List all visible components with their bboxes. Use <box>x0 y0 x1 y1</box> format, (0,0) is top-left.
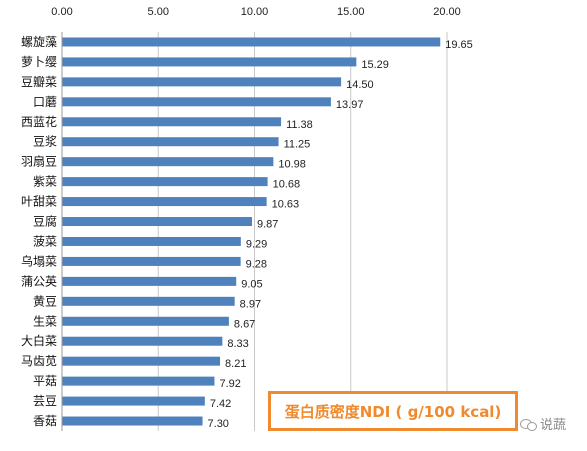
data-label: 11.25 <box>284 139 311 151</box>
data-label: 11.38 <box>286 119 313 131</box>
category-label: 萝卜缨 <box>21 55 57 69</box>
bar <box>62 77 342 87</box>
category-label: 黄豆 <box>33 294 57 308</box>
bar <box>62 316 229 326</box>
data-label: 10.68 <box>273 179 301 191</box>
category-label: 西蓝花 <box>21 114 57 129</box>
watermark: 说蔬 <box>520 414 566 433</box>
bar <box>62 177 268 187</box>
category-label: 叶甜菜 <box>21 195 57 209</box>
data-label: 7.42 <box>210 398 231 410</box>
data-labels: 19.65 15.29 14.50 13.97 11.38 11.25 10.98 10.68… <box>208 39 473 430</box>
bar <box>62 137 279 147</box>
bars <box>62 37 441 426</box>
data-label: 9.05 <box>241 278 262 290</box>
bar <box>62 97 331 107</box>
data-label: 10.98 <box>278 159 306 171</box>
bar <box>62 356 221 366</box>
data-label: 9.28 <box>246 258 267 270</box>
bar <box>62 276 237 286</box>
data-label: 13.97 <box>336 99 364 111</box>
data-label: 14.50 <box>346 79 374 91</box>
category-label: 芸豆 <box>33 394 57 408</box>
category-labels: 螺旋藻萝卜缨豆瓣菜口蘑西蓝花豆浆羽扇豆紫菜叶甜菜豆腐菠菜乌塌菜蒲公英黄豆生菜大白… <box>21 35 57 428</box>
bar <box>62 376 215 386</box>
data-label: 15.29 <box>361 59 389 71</box>
category-label: 螺旋藻 <box>21 35 57 49</box>
data-label: 8.21 <box>225 358 246 370</box>
data-label: 8.97 <box>240 298 261 310</box>
x-tick-label: 10.00 <box>241 6 269 18</box>
data-label: 8.67 <box>234 318 255 330</box>
x-tick-label: 20.00 <box>433 6 461 18</box>
ndi-annotation-text: 蛋白质密度NDI ( g/100 kcal) <box>284 402 502 421</box>
bar <box>62 256 241 266</box>
bar <box>62 37 441 47</box>
watermark-text: 说蔬 <box>540 418 567 433</box>
category-label: 香菇 <box>33 414 57 428</box>
category-label: 豆浆 <box>33 134 57 149</box>
bar <box>62 236 241 246</box>
data-label: 10.63 <box>272 199 300 211</box>
category-label: 生菜 <box>33 314 57 328</box>
x-tick-label: 0.00 <box>51 6 72 18</box>
x-tick-label: 15.00 <box>337 6 365 18</box>
bar <box>62 197 267 207</box>
category-label: 豆腐 <box>33 214 57 229</box>
bar <box>62 336 223 346</box>
data-label: 8.33 <box>227 338 248 350</box>
data-label: 7.30 <box>208 418 229 430</box>
category-label: 乌塌菜 <box>21 253 57 268</box>
data-label: 19.65 <box>445 39 473 51</box>
category-label: 菠菜 <box>33 234 57 248</box>
category-label: 大白菜 <box>21 333 57 348</box>
x-tick-label: 5.00 <box>148 6 169 18</box>
category-label: 豆瓣菜 <box>21 75 57 89</box>
grid-lines <box>61 32 448 431</box>
category-label: 紫菜 <box>33 175 57 189</box>
category-label: 羽扇豆 <box>21 154 57 169</box>
category-label: 平菇 <box>33 374 57 388</box>
category-label: 口蘑 <box>33 95 57 109</box>
bar <box>62 217 252 227</box>
category-label: 蒲公英 <box>21 274 57 288</box>
bar <box>62 296 235 306</box>
bar <box>62 57 357 67</box>
ndi-annotation-box: 蛋白质密度NDI ( g/100 kcal) <box>268 391 518 431</box>
bar <box>62 117 282 127</box>
bar <box>62 396 205 406</box>
data-label: 7.92 <box>219 378 240 390</box>
bar <box>62 157 274 167</box>
category-label: 马齿苋 <box>21 354 57 368</box>
chat-bubbles-icon <box>520 418 537 431</box>
data-label: 9.87 <box>257 219 278 231</box>
bar <box>62 416 203 426</box>
x-axis-ticks: 0.00 5.00 10.00 15.00 20.00 <box>51 6 460 18</box>
data-label: 9.29 <box>246 238 267 250</box>
